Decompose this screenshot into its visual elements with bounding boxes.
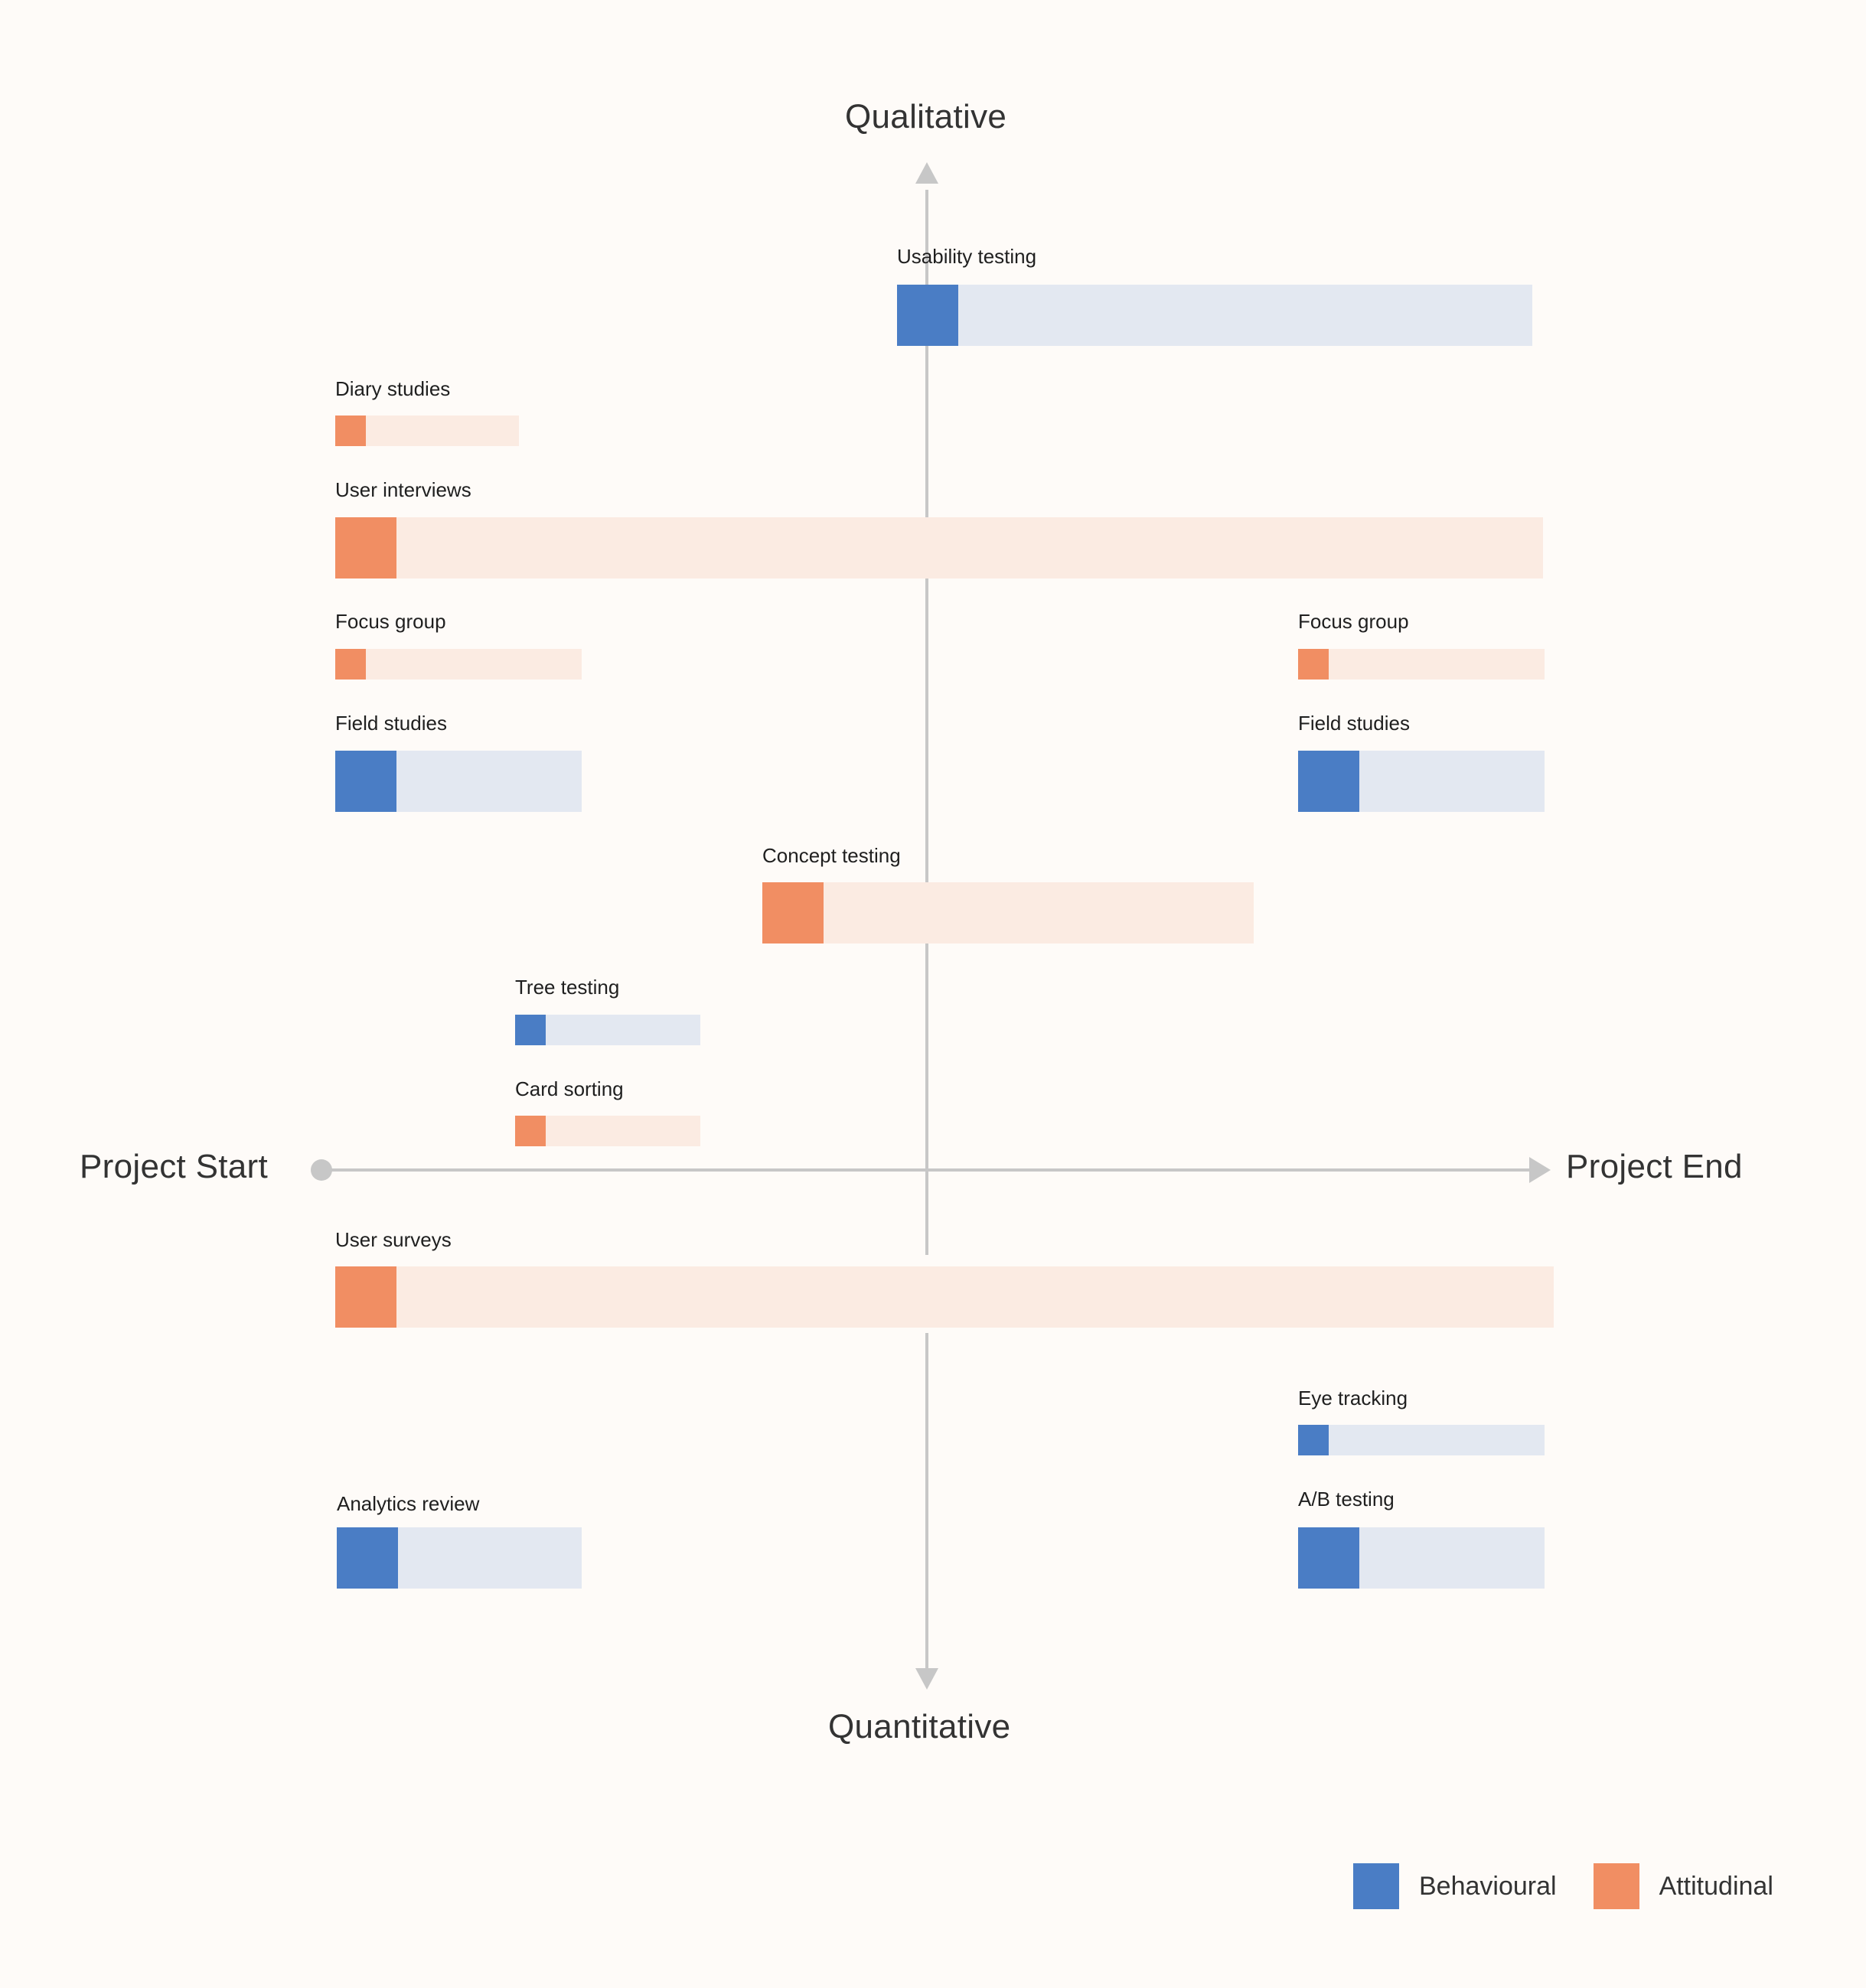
method-label: A/B testing [1298,1488,1395,1511]
method-bar [1298,1527,1545,1589]
method-label: Field studies [1298,712,1410,735]
method-bar [337,1527,582,1589]
legend: Behavioural Attitudinal [1353,1863,1810,1909]
method-bar-head [337,1527,398,1589]
method-label: Field studies [335,712,447,735]
method-bar-head [1298,1527,1359,1589]
axis-title-bottom: Quantitative [828,1708,1011,1745]
axis-title-right: Project End [1566,1148,1743,1185]
method-bar-head [335,751,396,812]
method-label: User interviews [335,478,471,501]
method-bar [335,1266,1554,1328]
method-label: Usability testing [897,245,1037,268]
start-dot-icon [311,1159,332,1181]
method-label: Card sorting [515,1077,624,1100]
method-bar [1298,751,1545,812]
method-bar [515,1116,700,1146]
axis-title-top: Qualitative [845,98,1007,135]
legend-item-behavioural: Behavioural [1353,1863,1557,1909]
method-bar [335,416,519,446]
method-bar-head [335,416,366,446]
method-bar-head [1298,751,1359,812]
legend-item-attitudinal: Attitudinal [1593,1863,1773,1909]
method-bar-head [515,1116,546,1146]
method-bar [335,517,1543,578]
method-bar [1298,1425,1545,1455]
method-bar [1298,649,1545,680]
method-bar-head [1298,1425,1329,1455]
method-label: User surveys [335,1228,452,1251]
method-bar [335,649,582,680]
method-label: Eye tracking [1298,1387,1408,1410]
legend-label: Behavioural [1419,1871,1557,1901]
method-bar-head [335,649,366,680]
method-bar-head [515,1015,546,1045]
method-label: Analytics review [337,1492,480,1515]
method-label: Diary studies [335,377,451,400]
axis-title-left: Project Start [80,1148,268,1185]
legend-label: Attitudinal [1659,1871,1773,1901]
legend-swatch-attitudinal [1593,1863,1639,1909]
arrow-down-icon [915,1668,938,1690]
method-bar-head [897,285,958,346]
method-bar-head [1298,649,1329,680]
arrow-right-icon [1529,1157,1551,1183]
legend-swatch-behavioural [1353,1863,1399,1909]
method-bar-head [762,882,824,943]
method-label: Focus group [1298,610,1409,633]
method-bar-head [335,1266,396,1328]
arrow-up-icon [915,162,938,184]
method-label: Concept testing [762,844,901,867]
method-bar-head [335,517,396,578]
method-bar [897,285,1532,346]
method-bar [762,882,1254,943]
method-bar [515,1015,700,1045]
method-bar [335,751,582,812]
method-label: Tree testing [515,976,620,999]
method-label: Focus group [335,610,446,633]
